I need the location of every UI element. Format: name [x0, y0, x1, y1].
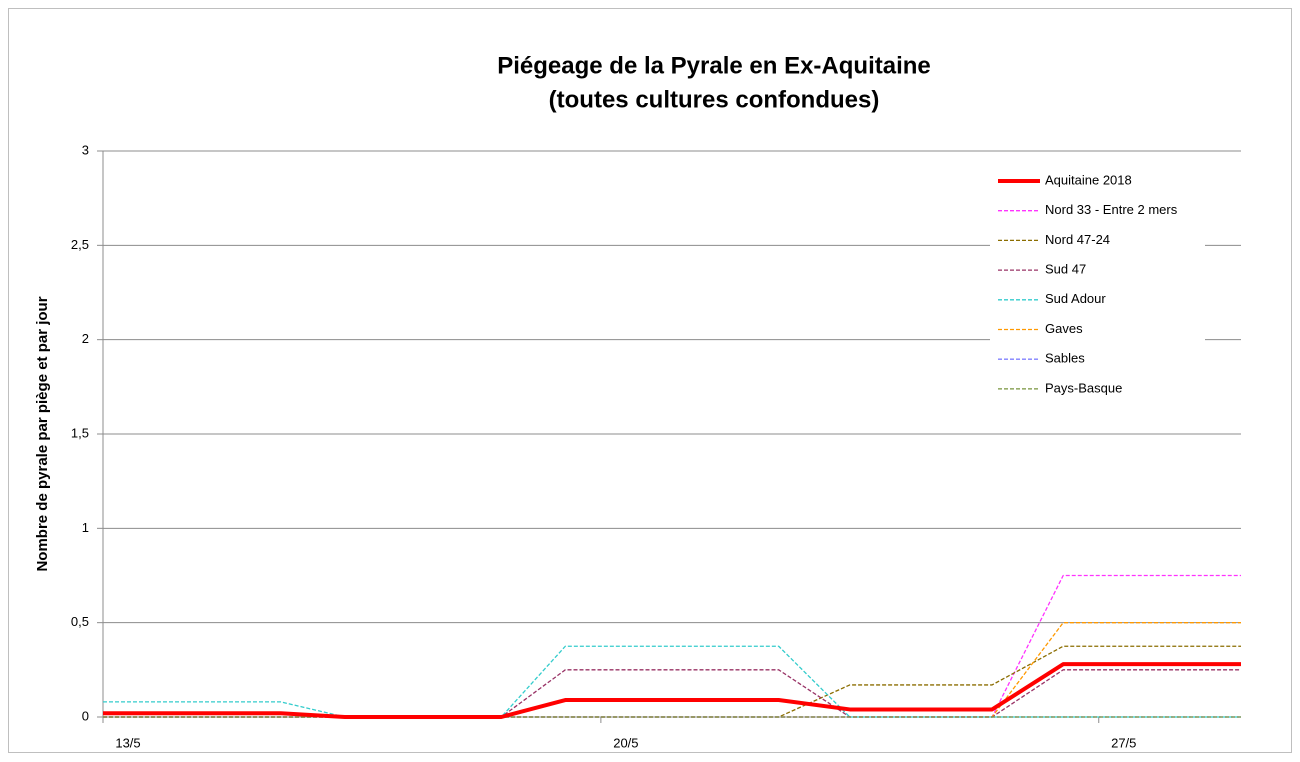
chart-subtitle: (toutes cultures confondues)	[549, 86, 880, 113]
y-tick-label: 1,5	[71, 425, 89, 440]
y-axis-label: Nombre de pyrale par piège et par jour	[34, 296, 51, 571]
y-tick-label: 0	[82, 708, 89, 723]
y-tick-label: 1	[82, 520, 89, 535]
legend-label: Aquitaine 2018	[1045, 172, 1132, 187]
x-tick-label: 27/5	[1111, 735, 1136, 750]
legend-label: Sud 47	[1045, 262, 1086, 277]
y-tick-label: 0,5	[71, 614, 89, 629]
series-line	[103, 645, 1241, 718]
legend-label: Pays-Basque	[1045, 380, 1122, 395]
chart-title: Piégeage de la Pyrale en Ex-Aquitaine	[497, 52, 931, 79]
series-line	[103, 574, 1241, 718]
legend-label: Sud Adour	[1045, 291, 1106, 306]
legend-label: Nord 33 - Entre 2 mers	[1045, 202, 1178, 217]
y-tick-label: 2	[82, 331, 89, 346]
series-line	[103, 662, 1241, 719]
legend-label: Sables	[1045, 351, 1085, 366]
x-tick-label: 20/5	[613, 735, 638, 750]
y-tick-label: 3	[82, 142, 89, 157]
legend-box	[990, 166, 1205, 412]
series-line	[103, 622, 1241, 718]
legend-label: Gaves	[1045, 321, 1083, 336]
y-tick-label: 2,5	[71, 237, 89, 252]
x-tick-label: 13/5	[115, 735, 140, 750]
legend-label: Nord 47-24	[1045, 232, 1110, 247]
series-line	[103, 669, 1241, 718]
